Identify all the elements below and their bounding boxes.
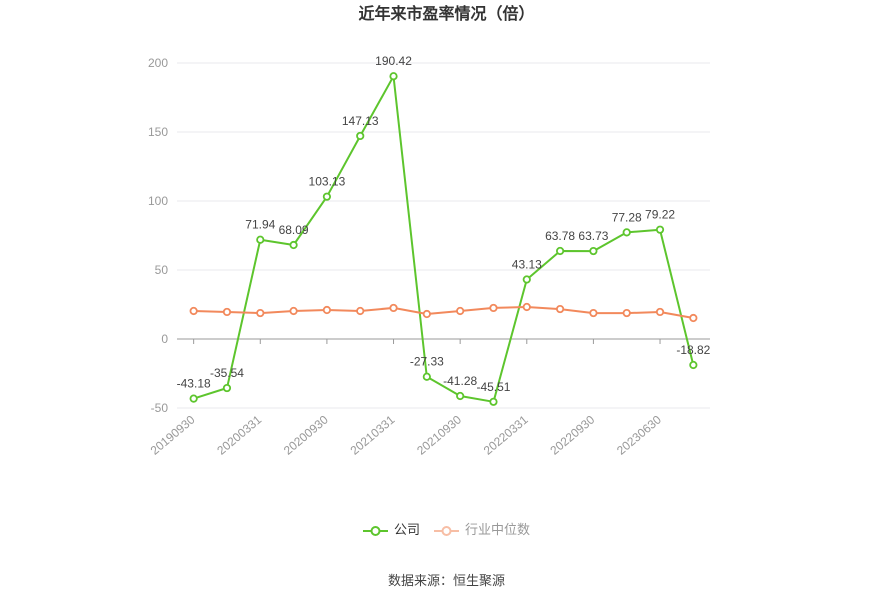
data-label: 43.13 — [512, 257, 542, 271]
data-label: 71.94 — [245, 218, 275, 232]
data-label: 63.78 — [545, 229, 575, 243]
series-layer — [189, 72, 698, 406]
data-label: -27.33 — [410, 355, 444, 369]
data-label: -35.54 — [210, 366, 244, 380]
legend-marker-circle — [441, 526, 452, 536]
company-line — [193, 75, 695, 403]
legend-label-company: 公司 — [393, 523, 420, 538]
y-axis: -50 0 50 100 150 200 — [148, 56, 168, 415]
data-label: -18.82 — [676, 343, 710, 357]
industry-median-point — [322, 305, 332, 315]
company-point — [322, 192, 332, 201]
industry-median-line — [193, 306, 694, 319]
chart-title: 近年来市盈率情况（倍） — [358, 4, 535, 23]
data-label: -45.51 — [476, 380, 510, 394]
industry-median-point — [522, 302, 531, 312]
data-labels: -43.18-35.54 71.94 68.09 103.13 147.13 190.42… — [177, 54, 711, 394]
company-point — [389, 72, 398, 81]
data-label: 63.73 — [578, 229, 608, 243]
legend-marker-industry-median — [434, 526, 459, 536]
industry-median-point — [189, 306, 198, 316]
industry-median-point — [422, 309, 431, 319]
industry-median-point — [289, 306, 298, 316]
data-label: -41.28 — [443, 374, 477, 388]
y-tick-label: 0 — [161, 332, 168, 346]
company-point — [422, 372, 431, 381]
company-point — [522, 275, 531, 284]
x-tick-label: 20210930 — [414, 412, 464, 457]
legend-item-company[interactable]: 公司 — [362, 522, 420, 540]
industry-median-point — [622, 308, 631, 318]
company-point — [589, 246, 598, 256]
data-label: 77.28 — [612, 210, 642, 224]
industry-median-point — [655, 307, 665, 317]
company-point — [256, 235, 265, 244]
industry-median-point — [489, 303, 498, 313]
industry-median-point — [389, 303, 398, 313]
data-label: 103.13 — [309, 175, 346, 189]
legend: 公司 行业中位数 — [0, 522, 893, 540]
industry-median-point — [589, 308, 598, 318]
x-tick-label: 20220331 — [481, 412, 531, 457]
y-tick-label: 150 — [148, 125, 168, 139]
industry-median-point — [689, 313, 698, 323]
x-tick-label: 20210331 — [348, 412, 398, 457]
x-tick-label: 20230630 — [614, 412, 664, 457]
x-tick-label: 20190930 — [148, 412, 198, 457]
company-point — [555, 246, 565, 256]
company-point — [689, 360, 698, 370]
y-tick-label: 50 — [155, 263, 169, 277]
legend-label-industry-median: 行业中位数 — [465, 523, 531, 538]
x-tick-label: 20200331 — [214, 412, 264, 457]
x-tick-label: 20200930 — [281, 412, 331, 457]
data-label: 190.42 — [375, 54, 412, 68]
company-point — [622, 228, 631, 237]
company-point — [356, 131, 365, 141]
data-label: 147.13 — [342, 114, 379, 128]
data-label: 79.22 — [645, 208, 675, 222]
company-point — [222, 383, 232, 393]
legend-marker-circle — [370, 526, 381, 536]
data-source-note: 数据来源：恒生聚源 — [387, 574, 505, 589]
y-tick-label: 200 — [148, 56, 168, 70]
company-point — [655, 225, 665, 234]
company-point — [189, 394, 198, 403]
industry-median-point — [555, 304, 565, 314]
legend-marker-company — [362, 526, 388, 536]
legend-item-industry-median[interactable]: 行业中位数 — [434, 522, 530, 540]
data-label: 68.09 — [279, 223, 309, 237]
y-tick-label: 100 — [148, 194, 168, 208]
industry-median-point — [222, 307, 232, 317]
industry-median-point — [456, 306, 465, 316]
company-point — [489, 397, 498, 406]
y-tick-label: -50 — [151, 401, 169, 415]
industry-median-point — [356, 306, 365, 316]
industry-median-point — [256, 308, 265, 318]
company-point — [456, 391, 465, 401]
data-label: -43.18 — [177, 377, 211, 391]
x-tick-label: 20220930 — [547, 412, 597, 457]
company-point — [289, 240, 298, 250]
